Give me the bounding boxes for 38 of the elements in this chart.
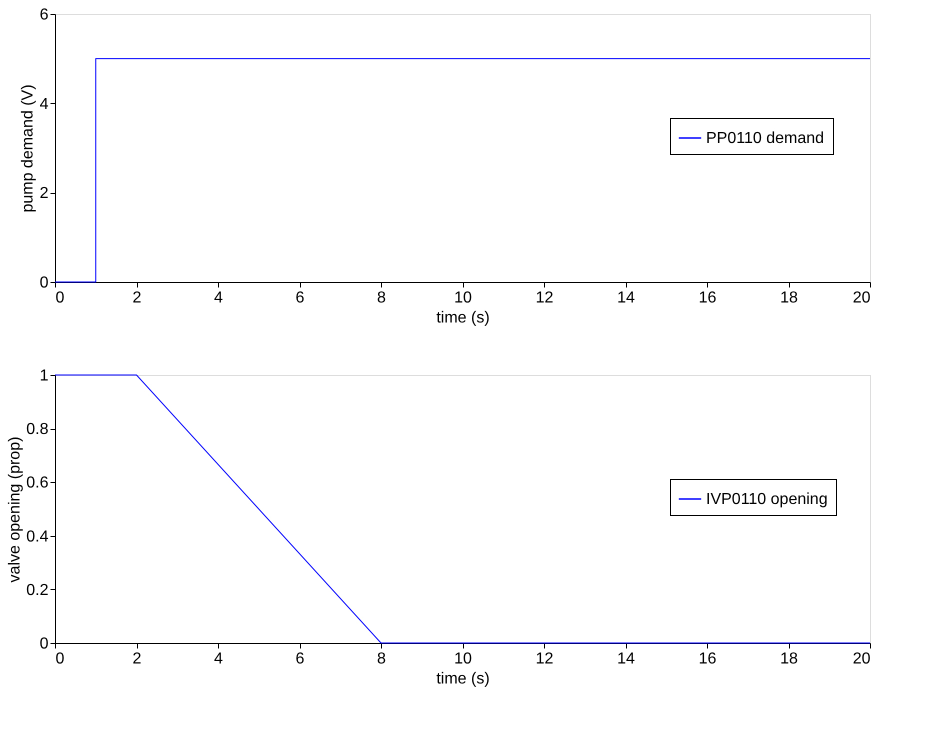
y-tick-label: 0 [40, 274, 49, 292]
y-tick-label: 6 [40, 6, 49, 24]
x-tick-label: 6 [296, 290, 305, 306]
y-tick-label: 0.2 [26, 582, 49, 599]
y-axis-title: valve opening (prop) [6, 436, 24, 582]
x-tick-label: 10 [454, 290, 472, 306]
legend-label: PP0110 demand [706, 130, 824, 147]
x-tick-label: 16 [698, 650, 716, 668]
y-tick-label: 2 [40, 185, 49, 202]
x-tick-label: 12 [536, 290, 554, 306]
x-tick-label: 10 [454, 650, 472, 668]
y-axis-title: pump demand (V) [20, 84, 37, 213]
x-tick-label: 0 [56, 290, 64, 306]
x-tick-label: 2 [132, 290, 142, 306]
x-tick-label: 6 [296, 650, 305, 668]
x-tick-label: 14 [617, 650, 635, 668]
y-tick-label: 0 [40, 636, 49, 652]
y-tick-label: 4 [40, 96, 49, 113]
x-tick-label: 14 [617, 290, 635, 306]
x-tick-label: 16 [698, 290, 716, 306]
x-tick-label: 18 [780, 290, 798, 306]
x-tick-label: 4 [214, 650, 224, 668]
y-tick-label: 0.6 [26, 474, 49, 492]
x-axis-title: time (s) [436, 670, 490, 688]
x-tick-label: 20 [852, 650, 871, 668]
y-tick-label: 1 [40, 368, 49, 384]
x-tick-label: 4 [214, 290, 224, 306]
x-tick-label: 12 [536, 650, 554, 668]
x-tick-label: 8 [377, 650, 386, 668]
y-tick-label: 0.8 [26, 421, 49, 438]
x-tick-label: 2 [132, 650, 142, 668]
legend-label: IVP0110 opening [706, 491, 828, 508]
x-tick-label: 20 [852, 290, 871, 306]
y-tick-label: 0.4 [26, 528, 49, 546]
x-tick-label: 8 [377, 290, 386, 306]
x-tick-label: 18 [780, 650, 798, 668]
x-axis-title: time (s) [436, 310, 490, 326]
x-tick-label: 0 [56, 650, 64, 668]
